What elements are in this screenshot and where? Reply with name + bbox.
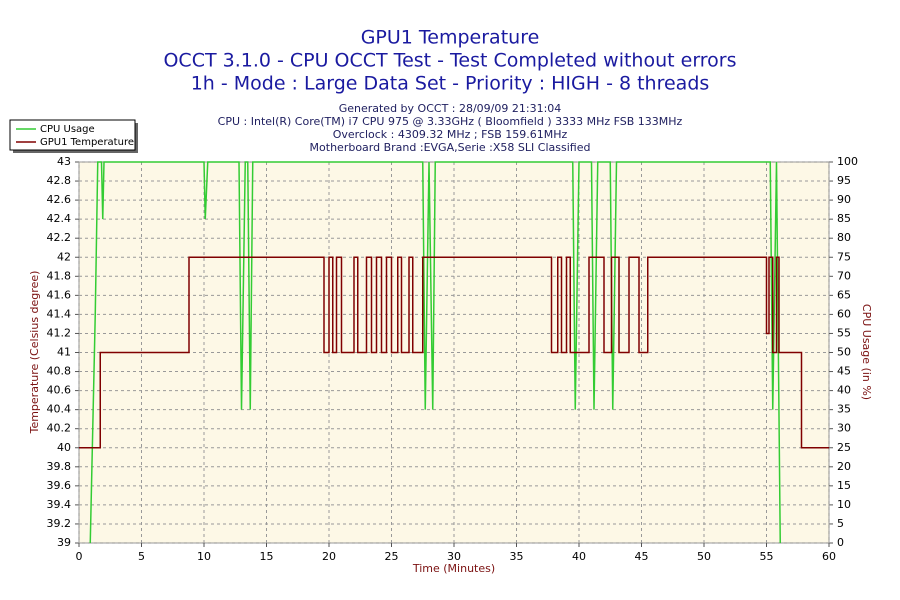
y2-tick-label: 5	[837, 517, 844, 530]
legend	[9, 119, 136, 151]
y2-tick-label: 35	[837, 403, 851, 416]
chart-subtitle: OCCT 3.1.0 - CPU OCCT Test - Test Comple…	[163, 50, 736, 72]
y2-tick-label: 95	[837, 174, 851, 187]
y2-tick-label: 45	[837, 365, 851, 378]
x-tick-label: 30	[447, 550, 461, 563]
y-tick-label: 40	[57, 441, 71, 454]
y-tick-label: 39.6	[47, 479, 72, 492]
x-tick-label: 25	[385, 550, 399, 563]
legend-label: CPU Usage	[40, 124, 95, 135]
x-tick-label: 40	[572, 550, 586, 563]
y-tick-label: 39.8	[47, 460, 72, 473]
y2-tick-label: 50	[837, 346, 851, 359]
info-line: Overclock : 4309.32 MHz ; FSB 159.61MHz	[333, 128, 568, 141]
info-line: CPU : Intel(R) Core(TM) i7 CPU 975 @ 3.3…	[218, 115, 683, 128]
y-tick-label: 42.2	[47, 231, 72, 244]
y2-tick-label: 80	[837, 231, 851, 244]
y-axis-label: Temperature (Celsius degree)	[28, 271, 41, 435]
legend-label: GPU1 Temperature	[40, 137, 134, 148]
y2-tick-label: 75	[837, 250, 851, 263]
y2-tick-label: 25	[837, 441, 851, 454]
y-tick-label: 39.2	[47, 517, 72, 530]
y2-tick-label: 30	[837, 422, 851, 435]
y2-tick-label: 90	[837, 193, 851, 206]
y-tick-label: 40.2	[47, 422, 72, 435]
x-tick-label: 55	[760, 550, 774, 563]
x-tick-label: 10	[197, 550, 211, 563]
y2-tick-label: 40	[837, 384, 851, 397]
x-tick-label: 35	[510, 550, 524, 563]
y-tick-label: 42.6	[47, 193, 72, 206]
info-line: Generated by OCCT : 28/09/09 21:31:04	[339, 102, 562, 115]
x-tick-label: 5	[138, 550, 145, 563]
x-tick-label: 15	[260, 550, 274, 563]
info-line: Motherboard Brand :EVGA,Serie :X58 SLI C…	[310, 141, 591, 154]
series-line	[79, 256, 829, 449]
y2-tick-label: 70	[837, 269, 851, 282]
x-axis-label: Time (Minutes)	[412, 562, 495, 575]
x-tick-label: 20	[322, 550, 336, 563]
chart-subtitle: 1h - Mode : Large Data Set - Priority : …	[191, 73, 710, 95]
y-tick-label: 41.2	[47, 326, 72, 339]
y2-tick-label: 60	[837, 307, 851, 320]
y2-tick-label: 85	[837, 212, 851, 225]
y2-tick-label: 65	[837, 288, 851, 301]
y-tick-label: 40.8	[47, 365, 72, 378]
y-tick-label: 39.4	[47, 498, 72, 511]
y2-tick-label: 20	[837, 460, 851, 473]
y-tick-label: 42	[57, 250, 71, 263]
y2-tick-label: 55	[837, 326, 851, 339]
y-tick-label: 41.4	[47, 307, 72, 320]
y2-tick-label: 10	[837, 498, 851, 511]
y-tick-label: 42.4	[47, 212, 72, 225]
y-tick-label: 41.8	[47, 269, 72, 282]
y2-tick-label: 0	[837, 536, 844, 549]
x-tick-label: 60	[822, 550, 836, 563]
x-tick-label: 45	[635, 550, 649, 563]
y-tick-label: 42.8	[47, 174, 72, 187]
x-tick-label: 0	[76, 550, 83, 563]
x-tick-label: 50	[697, 550, 711, 563]
y-tick-label: 41.6	[47, 288, 72, 301]
y2-axis-label: CPU Usage (in %)	[860, 304, 873, 400]
chart-title: GPU1 Temperature	[361, 27, 540, 49]
y-tick-label: 43	[57, 155, 71, 168]
y-tick-label: 39	[57, 536, 71, 549]
y-tick-label: 40.4	[47, 403, 72, 416]
y2-tick-label: 15	[837, 479, 851, 492]
y2-tick-label: 100	[837, 155, 858, 168]
y-tick-label: 41	[57, 346, 71, 359]
y-tick-label: 40.6	[47, 384, 72, 397]
